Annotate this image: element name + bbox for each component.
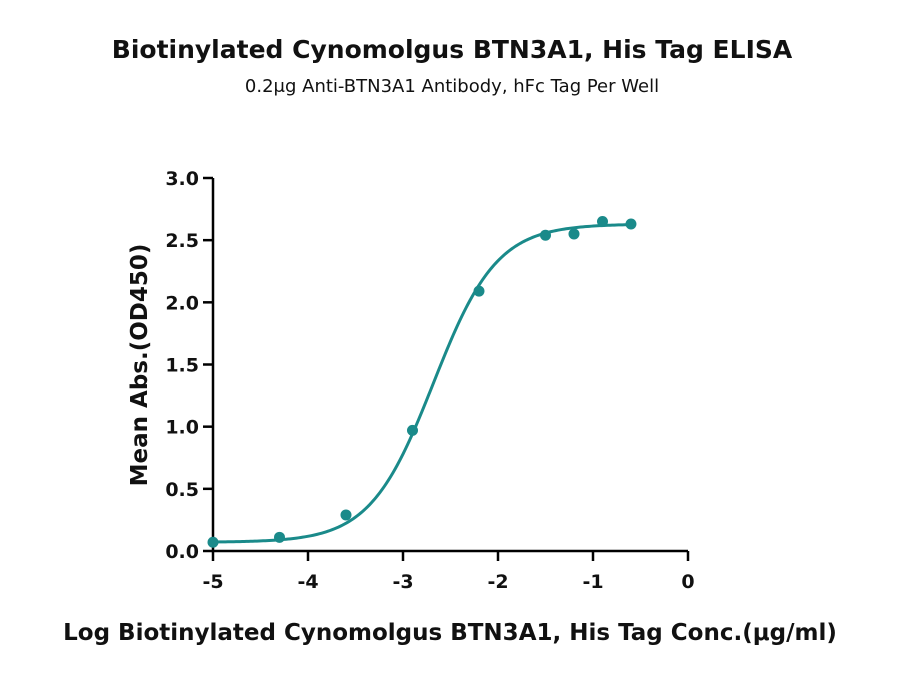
y-axis-label: Mean Abs.(OD450) bbox=[127, 244, 153, 487]
x-axis-label: Log Biotinylated Cynomolgus BTN3A1, His … bbox=[63, 620, 837, 646]
data-points bbox=[207, 216, 637, 548]
y-tick-label: 2.5 bbox=[165, 230, 199, 252]
y-tick-label: 2.0 bbox=[165, 292, 199, 314]
data-point bbox=[274, 531, 285, 543]
data-point bbox=[340, 509, 352, 521]
data-point bbox=[473, 285, 485, 297]
data-point bbox=[540, 229, 551, 241]
y-tick-label: 0.0 bbox=[165, 541, 199, 563]
x-tick-label: -5 bbox=[202, 571, 223, 593]
x-tick-label: 0 bbox=[681, 571, 694, 593]
data-point bbox=[597, 216, 608, 228]
plot-area: -5 -4 -3 -2 -1 0 0.0 0.5 1.0 1.5 2.0 2.5 3.0 bbox=[165, 168, 694, 593]
y-ticks: 0.0 0.5 1.0 1.5 2.0 2.5 3.0 bbox=[165, 168, 213, 563]
x-tick-label: -2 bbox=[487, 571, 508, 593]
y-tick-label: 3.0 bbox=[165, 168, 199, 190]
y-tick-label: 1.0 bbox=[165, 417, 199, 439]
x-tick-label: -1 bbox=[582, 571, 603, 593]
data-point bbox=[568, 228, 580, 240]
x-tick-label: -4 bbox=[297, 571, 318, 593]
fit-curve bbox=[212, 223, 632, 544]
data-point bbox=[625, 218, 637, 230]
x-tick-label: -3 bbox=[392, 571, 413, 593]
x-ticks: -5 -4 -3 -2 -1 0 bbox=[202, 551, 695, 593]
chart-subtitle: 0.2μg Anti-BTN3A1 Antibody, hFc Tag Per … bbox=[245, 76, 659, 97]
y-tick-label: 0.5 bbox=[165, 479, 199, 501]
y-tick-label: 1.5 bbox=[165, 355, 199, 377]
data-point bbox=[407, 424, 418, 436]
chart-title: Biotinylated Cynomolgus BTN3A1, His Tag … bbox=[112, 35, 793, 64]
data-point bbox=[207, 536, 219, 548]
